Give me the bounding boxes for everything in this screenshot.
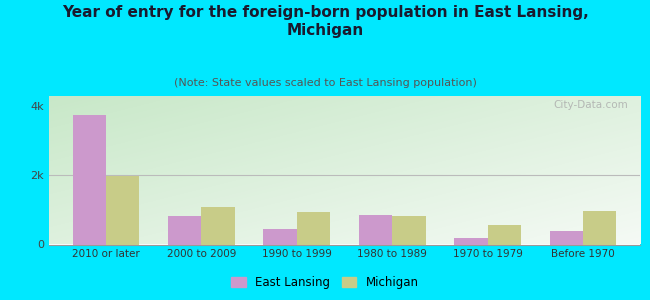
Bar: [454, 238, 488, 244]
Text: (Note: State values scaled to East Lansing population): (Note: State values scaled to East Lansi…: [174, 78, 476, 88]
Bar: [583, 211, 616, 244]
Legend: East Lansing, Michigan: East Lansing, Michigan: [227, 272, 423, 294]
Bar: [297, 212, 330, 244]
Text: City-Data.com: City-Data.com: [554, 100, 629, 110]
Bar: [488, 225, 521, 244]
Bar: [73, 115, 106, 244]
Bar: [359, 215, 392, 244]
Bar: [392, 216, 426, 244]
Text: Year of entry for the foreign-born population in East Lansing,
Michigan: Year of entry for the foreign-born popul…: [62, 4, 588, 38]
Bar: [263, 229, 297, 244]
Bar: [168, 216, 202, 244]
Bar: [106, 176, 139, 244]
Bar: [550, 231, 583, 244]
Bar: [202, 207, 235, 244]
